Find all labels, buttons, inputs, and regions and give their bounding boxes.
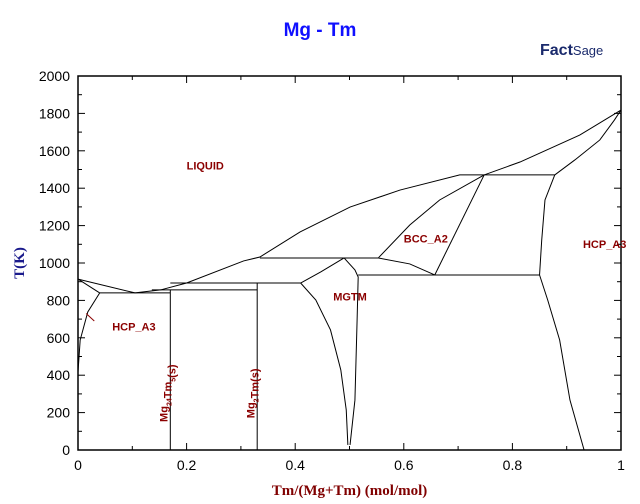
phase-boundary — [300, 282, 349, 445]
phase-label: BCC_A2 — [404, 233, 448, 245]
x-tick-label: 0.4 — [285, 457, 305, 473]
compound-label: Mg24Tm5(s) — [159, 364, 179, 422]
phase-label: LIQUID — [187, 161, 224, 173]
y-tick-label: 600 — [47, 330, 71, 346]
compound-label-part: Tm — [163, 382, 175, 399]
chart-title: Mg - Tm — [283, 20, 357, 41]
y-tick-label: 2000 — [39, 68, 70, 84]
y-tick-label: 800 — [47, 292, 71, 308]
compound-label-part: 2 — [253, 398, 260, 402]
compound-label-part: (s) — [249, 368, 261, 382]
y-axis-label: T(K) — [12, 247, 28, 279]
y-tick-label: 1800 — [39, 105, 70, 121]
phase-boundary — [378, 257, 435, 276]
y-tick-label: 1400 — [39, 180, 70, 196]
phase-boundary — [77, 292, 101, 373]
plot-frame — [77, 75, 622, 451]
compound-label-part: (s) — [167, 364, 179, 378]
x-tick-label: 0 — [74, 457, 82, 473]
y-tick-label: 1600 — [39, 143, 70, 159]
compound-label-part: Tm — [249, 382, 261, 399]
phase-boundary — [77, 278, 100, 294]
compound-label-part: 5 — [171, 378, 178, 382]
phase-label: MGTM — [333, 291, 367, 303]
phase-boundary — [434, 174, 485, 276]
x-tick-label: 0.6 — [394, 457, 414, 473]
phase-label: HCP_A3 — [583, 239, 626, 251]
phase-boundary — [539, 174, 585, 451]
y-tick-label: 0 — [62, 442, 70, 458]
label-pointer — [85, 313, 95, 322]
y-tick-label: 1000 — [39, 255, 70, 271]
phase-boundary — [300, 257, 345, 284]
y-tick-label: 200 — [47, 405, 71, 421]
compound-label-part: Mg — [159, 406, 171, 422]
compound-label-part: Mg — [245, 402, 257, 418]
compound-label-part: 24 — [167, 398, 174, 406]
phase-label: HCP_A3 — [112, 321, 155, 333]
x-axis-label: Tm/(Mg+Tm) (mol/mol) — [272, 483, 428, 499]
y-tick-label: 400 — [47, 367, 71, 383]
x-tick-label: 0.8 — [503, 457, 523, 473]
y-tick-label: 1200 — [39, 218, 70, 234]
phase-boundary — [554, 109, 622, 176]
phase-boundary — [343, 257, 359, 446]
phase-boundary — [377, 174, 485, 259]
compound-label: Mg2Tm(s) — [245, 368, 261, 418]
x-tick-label: 1 — [617, 457, 625, 473]
x-tick-label: 0.2 — [177, 457, 197, 473]
factsage-logo: FactSage — [540, 42, 604, 59]
phase-boundary — [77, 109, 622, 294]
